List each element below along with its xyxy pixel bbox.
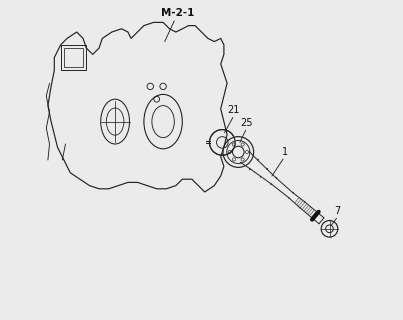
Text: 21: 21 <box>227 105 240 115</box>
Text: 1: 1 <box>282 147 288 157</box>
Text: 25: 25 <box>240 118 253 128</box>
Text: 7: 7 <box>334 206 341 216</box>
Text: M-2-1: M-2-1 <box>161 8 194 18</box>
